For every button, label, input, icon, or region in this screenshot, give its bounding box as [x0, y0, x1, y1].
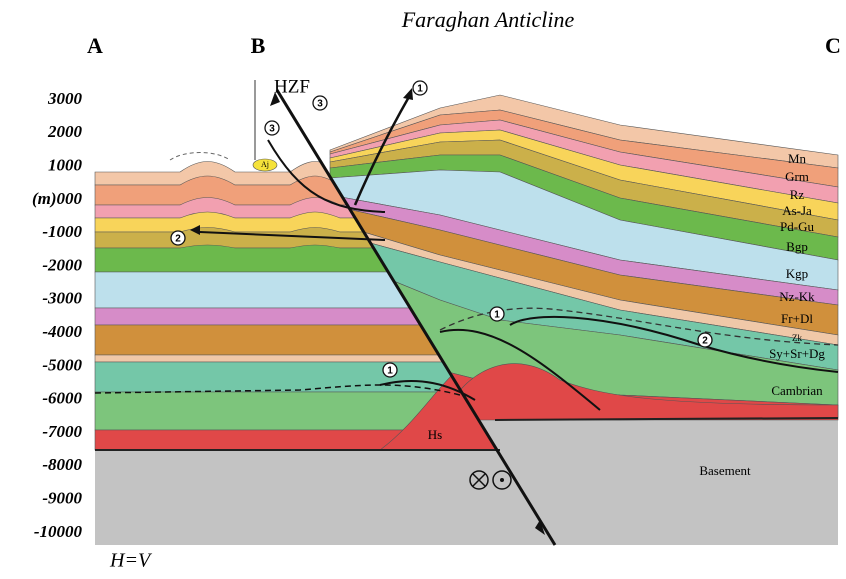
layer-label: Zk — [792, 333, 802, 343]
depth-label: -2000 — [42, 255, 82, 274]
depth-label: -6000 — [42, 389, 82, 408]
depth-label: -9000 — [42, 489, 82, 508]
fault-label: HZF — [274, 76, 310, 97]
cross-section: Faraghan Anticline A B C HZF H=V 3000 200… — [0, 0, 846, 574]
section-label: C — [825, 33, 841, 58]
marker-label: 1 — [494, 310, 500, 321]
depth-label: (m)000 — [32, 189, 83, 208]
section-label: B — [251, 33, 266, 58]
scale-note: H=V — [109, 550, 153, 572]
layer-label: Cambrian — [771, 383, 823, 398]
layer-label: Mn — [788, 151, 807, 166]
layer-label: Rz — [790, 187, 805, 202]
marker-label: 2 — [175, 234, 181, 245]
unit-label: Hs — [428, 427, 442, 442]
layer-label: As-Ja — [782, 203, 812, 218]
out-symbol — [500, 478, 504, 482]
layer-label: Bgp — [786, 239, 808, 254]
eroded-outline — [170, 153, 230, 161]
depth-label: -3000 — [42, 289, 82, 308]
depth-label: -5000 — [42, 355, 82, 374]
depth-label: -7000 — [42, 422, 82, 441]
depth-label: -1000 — [42, 222, 82, 241]
depth-label: 1000 — [48, 156, 83, 175]
marker-label: 3 — [317, 99, 323, 110]
depth-label: -10000 — [34, 522, 83, 541]
unit-label: Basement — [699, 463, 751, 478]
layer-label: Fr+Dl — [781, 311, 813, 326]
depth-label: -4000 — [42, 322, 82, 341]
layer-label: Sy+Sr+Dg — [769, 346, 825, 361]
layer-label: Kgp — [786, 266, 808, 281]
marker-label: 1 — [417, 84, 423, 95]
layer-label: Nz-Kk — [779, 289, 815, 304]
layer-label: Pd-Gu — [780, 219, 814, 234]
marker-label: 2 — [702, 336, 708, 347]
layer-label: Grm — [785, 169, 809, 184]
marker-label: 1 — [387, 366, 393, 377]
title: Faraghan Anticline — [401, 7, 575, 32]
unit-label: Aj — [261, 160, 269, 169]
section-label: A — [87, 33, 103, 58]
depth-label: -8000 — [42, 455, 82, 474]
depth-label: 3000 — [47, 89, 83, 108]
marker-label: 3 — [269, 124, 275, 135]
depth-label: 2000 — [47, 122, 83, 141]
arrow — [403, 88, 413, 100]
